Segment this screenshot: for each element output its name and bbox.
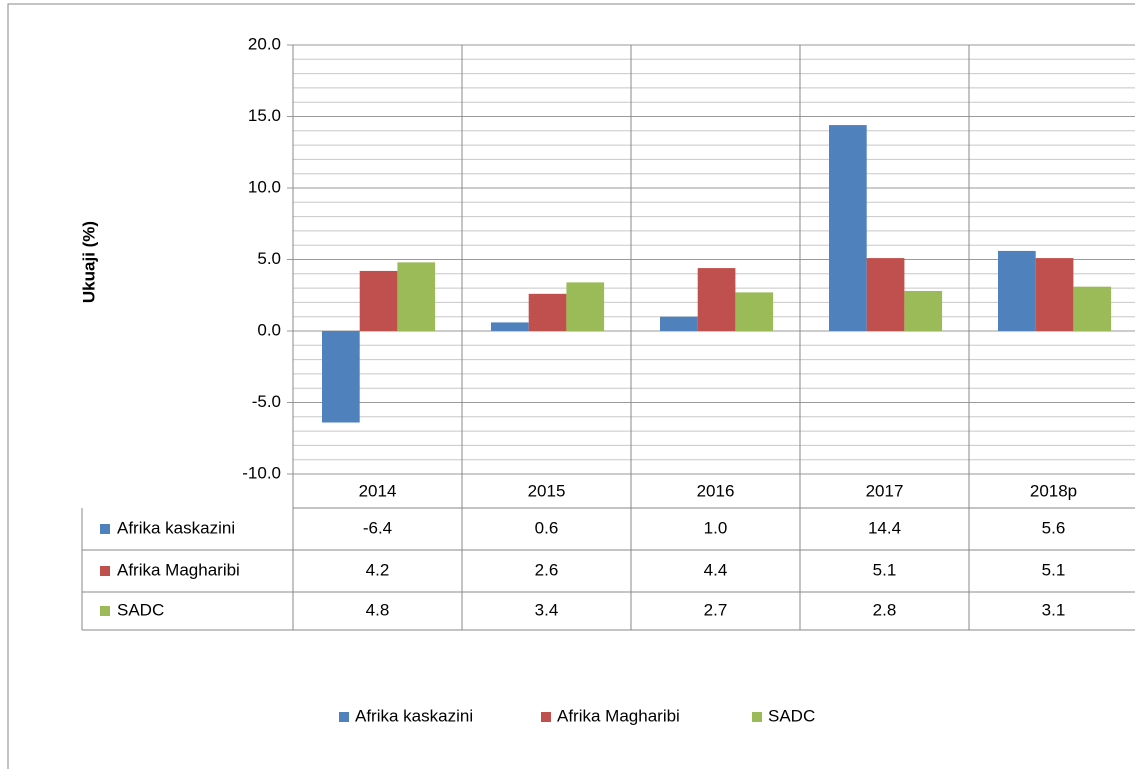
table-legend-key: [100, 606, 110, 616]
y-tick-label: -10.0: [242, 463, 281, 482]
legend-key: [339, 712, 349, 722]
bar: [1073, 286, 1112, 331]
legend-key: [752, 712, 762, 722]
bar: [1035, 258, 1074, 331]
bar: [359, 270, 398, 331]
table-series-name: Afrika kaskazini: [117, 518, 235, 537]
legend-label: SADC: [768, 706, 815, 725]
bar: [566, 282, 605, 331]
x-tick-label: 2015: [528, 481, 566, 500]
table-value: 4.4: [704, 560, 728, 579]
bar: [904, 290, 943, 331]
bar: [322, 331, 360, 423]
y-tick-label: 10.0: [248, 177, 281, 196]
table-value: 2.6: [535, 560, 559, 579]
table-value: 2.8: [873, 600, 897, 619]
y-tick-label: 0.0: [257, 320, 281, 339]
y-axis-label: Ukuaji (%): [79, 221, 98, 303]
bar: [397, 262, 436, 331]
table-value: 3.4: [535, 600, 559, 619]
bar: [697, 268, 736, 331]
bar: [528, 293, 567, 331]
x-tick-label: 2016: [697, 481, 735, 500]
table-value: 5.1: [873, 560, 897, 579]
bar: [866, 258, 905, 331]
y-tick-label: 15.0: [248, 106, 281, 125]
table-value: 14.4: [868, 518, 901, 537]
bar: [829, 125, 867, 331]
table-value: 5.6: [1042, 518, 1066, 537]
table-value: 3.1: [1042, 600, 1066, 619]
bar: [998, 250, 1036, 331]
table-legend-key: [100, 566, 110, 576]
y-tick-label: 5.0: [257, 249, 281, 268]
table-value: 1.0: [704, 518, 728, 537]
table-series-name: SADC: [117, 600, 164, 619]
table-value: 5.1: [1042, 560, 1066, 579]
table-value: 4.8: [366, 600, 390, 619]
y-tick-label: 20.0: [248, 34, 281, 53]
y-tick-label: -5.0: [252, 392, 281, 411]
table-series-name: Afrika Magharibi: [117, 560, 240, 579]
bar: [660, 316, 698, 331]
table-value: -6.4: [363, 518, 392, 537]
legend-label: Afrika Magharibi: [557, 706, 680, 725]
chart-area: [7, 3, 1135, 769]
bar: [491, 322, 529, 331]
legend-key: [541, 712, 551, 722]
table-value: 4.2: [366, 560, 390, 579]
x-tick-label: 2018p: [1030, 481, 1077, 500]
table-value: 2.7: [704, 600, 728, 619]
bar: [735, 292, 774, 331]
legend-label: Afrika kaskazini: [355, 706, 473, 725]
x-tick-label: 2014: [359, 481, 397, 500]
x-tick-label: 2017: [866, 481, 904, 500]
table-legend-key: [100, 524, 110, 534]
table-value: 0.6: [535, 518, 559, 537]
